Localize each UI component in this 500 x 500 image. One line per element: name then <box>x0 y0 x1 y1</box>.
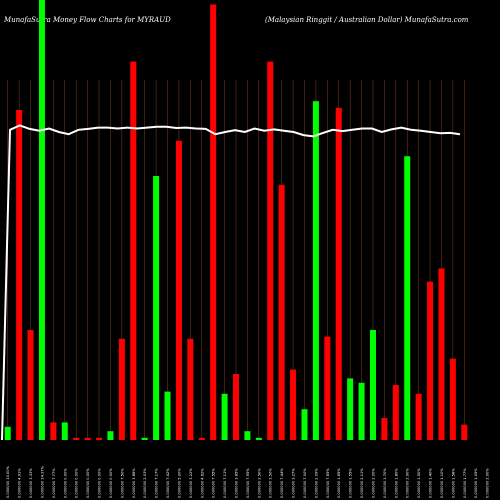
money-flow-line-group <box>1 124 461 441</box>
bar-up <box>347 378 354 440</box>
x-tick-label: 0.000000 1.80% <box>394 468 398 498</box>
x-tick-label: 0.000000 1.50% <box>269 468 273 498</box>
x-tick-label: 0.000000 10.00% <box>6 465 10 498</box>
x-tick-label: 0.000000 3.86% <box>132 468 136 498</box>
bar-down <box>73 437 80 440</box>
bar-down <box>84 437 91 440</box>
bar-down <box>27 330 34 440</box>
bar-down <box>118 338 125 440</box>
x-tick-label: 0.000000 0.00% <box>98 468 102 498</box>
chart-title-left: MunafaSutra Money Flow Charts for MYRAUD <box>4 16 171 24</box>
x-tick-label: 0.000000 2.09% <box>314 468 318 498</box>
bar-down <box>96 437 103 440</box>
bar-down <box>233 374 239 440</box>
bar-down <box>210 4 217 441</box>
money-flow-line <box>1 124 461 441</box>
bar-up <box>107 431 114 440</box>
bar-down <box>278 184 285 440</box>
x-tick-label: 0.000000 7.42% <box>166 468 170 498</box>
x-tick-label: 0.000000 2.00% <box>486 468 490 498</box>
x-tick-label: 0.000000 7.65% <box>326 468 330 498</box>
x-tick-label: 0.000000 7.50% <box>120 468 124 498</box>
x-tick-label: 0.000000 3.33% <box>29 468 33 498</box>
x-tick-label: 0.000000 1.10% <box>440 468 444 498</box>
bar-up <box>358 382 365 440</box>
x-tick-label: 0.000000 1.55% <box>349 468 353 498</box>
x-tick-label: 0.000000 4.91% <box>18 468 22 498</box>
x-tick-label: 0.000000 1.05% <box>474 468 478 498</box>
bar-up <box>153 176 160 440</box>
bar-down <box>392 385 399 440</box>
x-tick-label: 0.000000 7.17% <box>155 468 159 498</box>
x-tick-label: 0.000000 2.00% <box>372 468 376 498</box>
x-tick-label: 0.000000 7.95% <box>246 468 250 498</box>
x-tick-label: 0.000000 0.00% <box>63 468 67 498</box>
bar-up <box>141 437 148 440</box>
bar-up <box>312 101 319 440</box>
x-tick-label: 0.000000 2.90% <box>406 468 410 498</box>
bar-up <box>244 431 251 440</box>
bar-down <box>16 110 23 440</box>
chart-title-right: (Malaysian Ringgit / Australian Dollar) … <box>265 16 469 24</box>
bar-down <box>415 393 422 440</box>
x-tick-label: 0.000000 14.37% <box>41 465 45 498</box>
bar-up <box>301 409 308 440</box>
x-tick-label: 0.000000 7.77% <box>52 468 56 498</box>
bar-up <box>61 422 68 440</box>
bar-down <box>267 61 274 440</box>
bar-up <box>164 391 171 440</box>
x-tick-label: 0.000000 1.40% <box>429 468 433 498</box>
x-tick-label: 0.000000 7.55% <box>212 468 216 498</box>
x-tick-label: 0.000000 3.27% <box>292 468 296 498</box>
bar-down <box>50 422 57 440</box>
bar-down <box>324 336 331 440</box>
bar-up <box>221 393 228 440</box>
bar-down <box>427 281 434 440</box>
x-tick-label: 0.000000 2.11% <box>360 468 364 498</box>
x-tick-label: 0.000000 7.44% <box>280 468 284 498</box>
x-tick-label: 0.000000 5.00% <box>177 468 181 498</box>
bars-group <box>4 0 468 441</box>
bar-down <box>449 358 456 440</box>
bar-down <box>187 338 194 440</box>
x-tick-label: 0.000000 7.11% <box>223 468 227 498</box>
bar-down <box>130 61 137 440</box>
x-tick-label: 0.000000 7.00% <box>303 468 307 498</box>
x-tick-label: 0.000000 4.62% <box>200 468 204 498</box>
bar-down <box>381 418 388 440</box>
x-tick-label: 0.000000 2.50% <box>257 468 261 498</box>
x-tick-label: 0.000000 1.70% <box>383 468 387 498</box>
x-tick-label: 0.000000 1.77% <box>463 468 467 498</box>
x-tick-label: 0.000000 0.00% <box>75 468 79 498</box>
x-tick-label: 0.000000 1.65% <box>337 468 341 498</box>
x-tick-label: 0.000000 0.00% <box>86 468 90 498</box>
bar-down <box>335 107 342 441</box>
bar-down <box>438 268 445 440</box>
bar-down <box>290 369 297 440</box>
x-tick-label: 0.000000 2.03% <box>143 468 147 498</box>
bar-down <box>175 140 182 441</box>
x-tick-label: 0.000000 1.50% <box>417 468 421 498</box>
x-tick-label: 0.000000 3.85% <box>235 468 239 498</box>
bar-up <box>369 330 376 440</box>
bar-down <box>461 424 468 440</box>
bar-up <box>38 0 45 440</box>
bar-up <box>4 426 11 440</box>
x-tick-label: 0.000000 0.00% <box>109 468 113 498</box>
bar-up <box>255 437 262 440</box>
x-tick-label: 0.000000 3.22% <box>189 468 193 498</box>
bar-down <box>198 437 205 440</box>
x-tick-labels: 0.000000 10.00% 0.000000 4.91% 0.000000 3.… <box>6 465 489 498</box>
x-tick-label: 0.000000 1.58% <box>451 468 455 498</box>
bar-up <box>404 156 411 440</box>
